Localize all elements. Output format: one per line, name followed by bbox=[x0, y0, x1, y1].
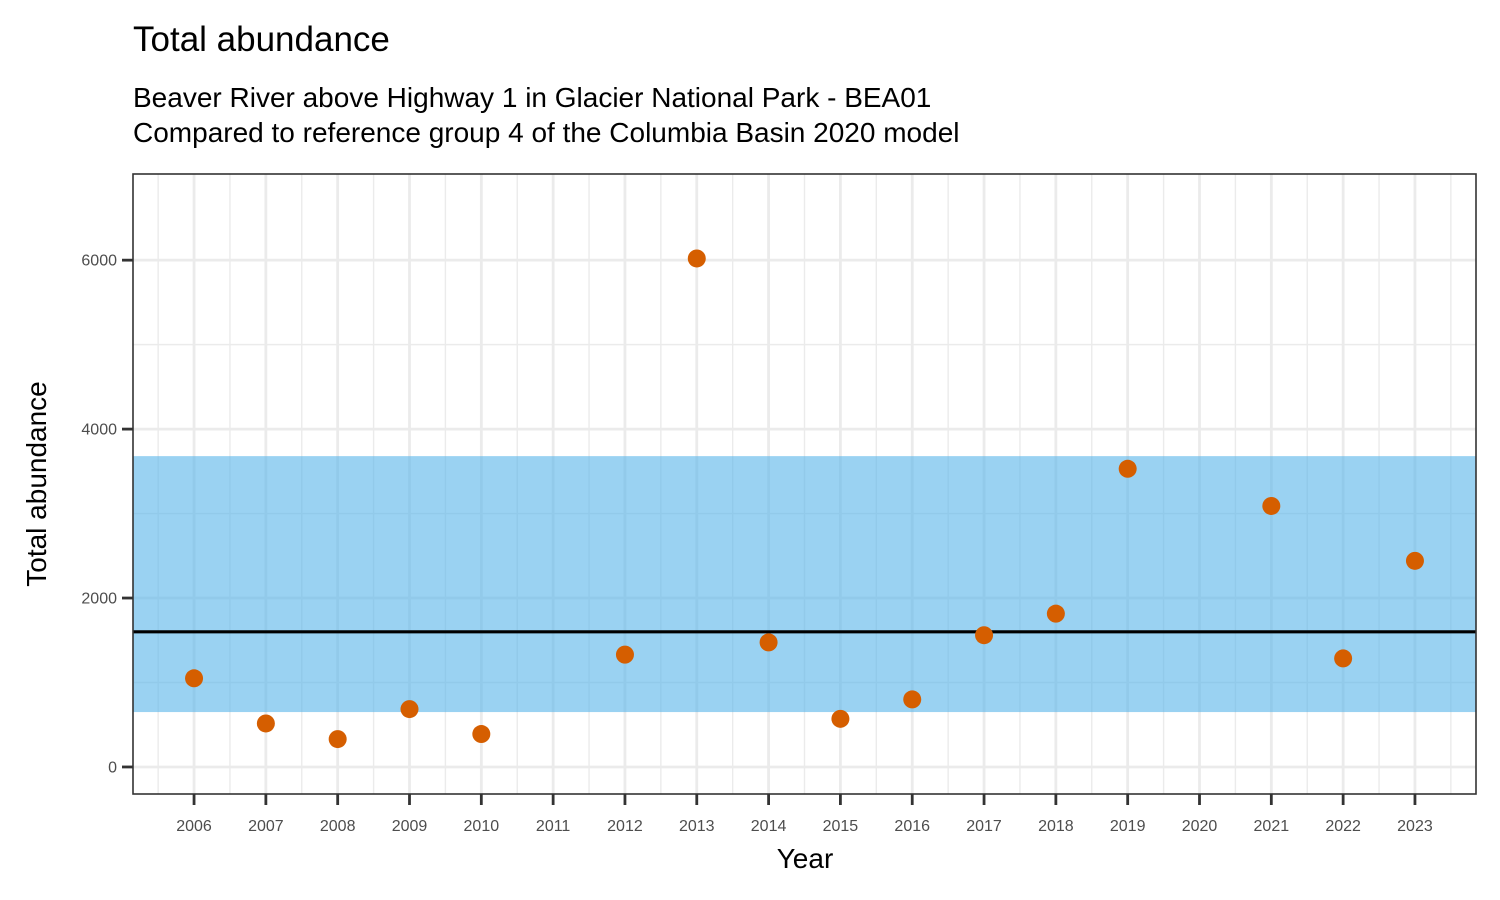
x-tick-label: 2010 bbox=[464, 818, 500, 835]
data-point bbox=[328, 730, 347, 749]
x-axis: 2006 2007 2008 2009 2010 2011 2012 2013 2014 2015… bbox=[176, 794, 1433, 835]
y-tick-label: 4000 bbox=[81, 422, 117, 439]
data-point bbox=[831, 709, 850, 728]
x-tick-label: 2018 bbox=[1038, 818, 1074, 835]
data-point bbox=[472, 725, 491, 744]
x-tick-label: 2006 bbox=[176, 818, 212, 835]
y-axis-title: Total abundance bbox=[21, 381, 52, 587]
x-tick-label: 2016 bbox=[894, 818, 930, 835]
data-point bbox=[903, 690, 922, 709]
data-point bbox=[1046, 604, 1065, 623]
chart-subtitle-line-1: Beaver River above Highway 1 in Glacier … bbox=[133, 82, 931, 113]
y-axis: 0 2000 4000 6000 bbox=[81, 253, 133, 776]
data-point bbox=[256, 714, 275, 733]
x-tick-label: 2007 bbox=[248, 818, 284, 835]
data-point bbox=[687, 249, 706, 268]
chart-title: Total abundance bbox=[133, 20, 390, 59]
chart-subtitle-line-2: Compared to reference group 4 of the Col… bbox=[133, 117, 960, 148]
data-point bbox=[400, 700, 419, 719]
reference-band bbox=[133, 456, 1476, 713]
y-tick-label: 0 bbox=[108, 759, 117, 776]
x-tick-label: 2013 bbox=[679, 818, 715, 835]
y-tick-label: 2000 bbox=[81, 591, 117, 608]
x-tick-label: 2022 bbox=[1325, 818, 1361, 835]
x-axis-title: Year bbox=[777, 843, 834, 874]
data-point bbox=[1334, 649, 1353, 668]
x-tick-label: 2023 bbox=[1397, 818, 1433, 835]
x-tick-label: 2008 bbox=[320, 818, 356, 835]
plot-panel bbox=[132, 173, 1477, 795]
data-point bbox=[1118, 459, 1137, 478]
x-tick-label: 2014 bbox=[751, 818, 787, 835]
panel-border bbox=[132, 173, 1477, 795]
data-point bbox=[1405, 551, 1424, 570]
data-point bbox=[975, 626, 994, 645]
x-tick-label: 2015 bbox=[823, 818, 859, 835]
data-point bbox=[1262, 496, 1281, 515]
data-points bbox=[185, 249, 1424, 749]
y-tick-label: 6000 bbox=[81, 253, 117, 270]
x-tick-label: 2021 bbox=[1254, 818, 1290, 835]
x-tick-label: 2019 bbox=[1110, 818, 1146, 835]
x-tick-label: 2017 bbox=[966, 818, 1002, 835]
x-tick-label: 2020 bbox=[1182, 818, 1218, 835]
data-point bbox=[759, 633, 778, 652]
x-tick-label: 2011 bbox=[536, 818, 571, 835]
data-point bbox=[185, 669, 204, 688]
x-tick-label: 2009 bbox=[392, 818, 428, 835]
x-tick-label: 2012 bbox=[607, 818, 643, 835]
data-point bbox=[615, 645, 634, 664]
